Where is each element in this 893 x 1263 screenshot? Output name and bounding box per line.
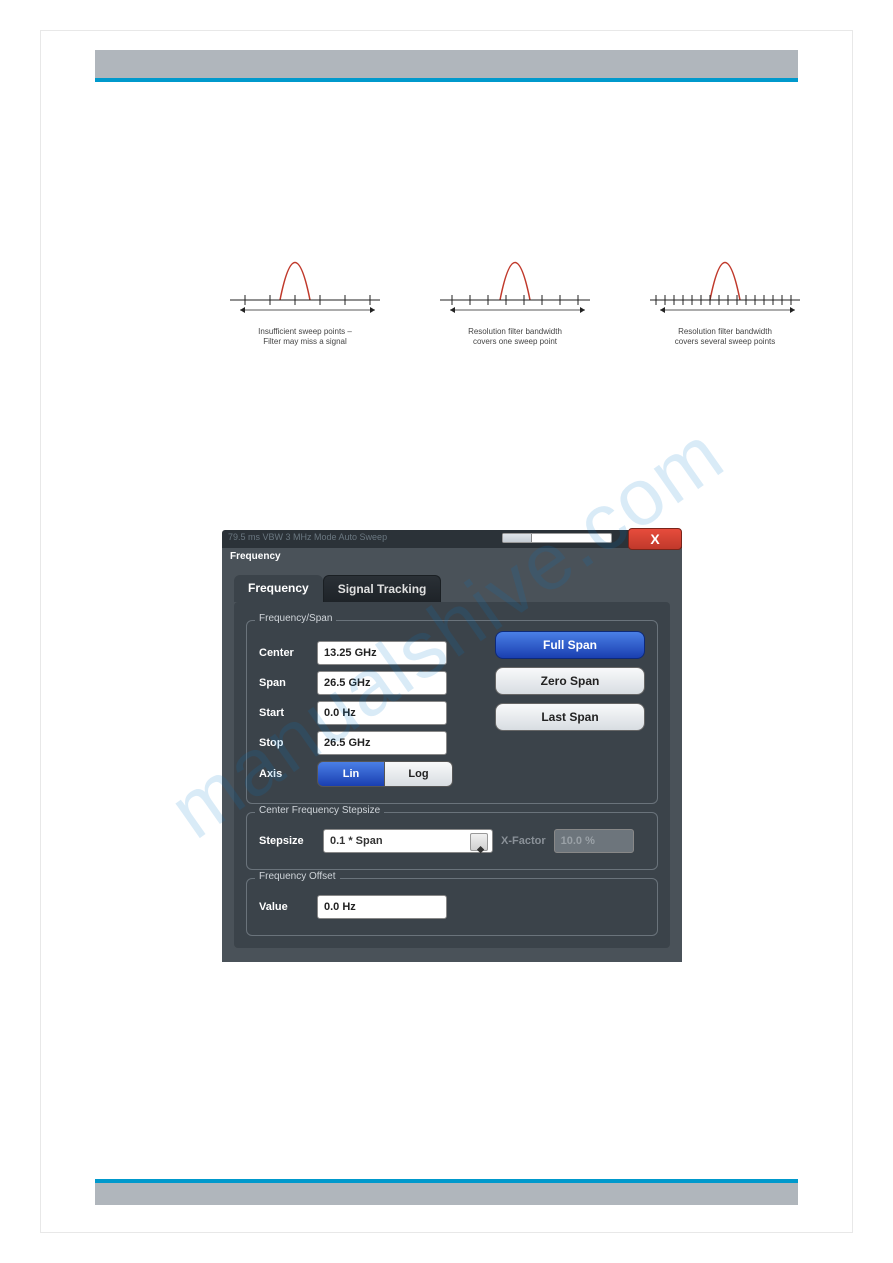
frequency-span-group: Frequency/Span Full Span Zero Span Last … bbox=[246, 620, 658, 804]
sweep-caption-2b: covers one sweep point bbox=[430, 337, 600, 347]
header-accent bbox=[95, 78, 798, 82]
zero-span-button[interactable]: Zero Span bbox=[495, 667, 645, 695]
offset-value-label: Value bbox=[259, 901, 317, 913]
stepsize-group: Center Frequency Stepsize Stepsize 0.1 *… bbox=[246, 812, 658, 870]
span-buttons-column: Full Span Zero Span Last Span bbox=[495, 631, 645, 739]
axis-log-toggle[interactable]: Log bbox=[385, 761, 453, 787]
tab-frequency[interactable]: Frequency bbox=[234, 575, 323, 602]
dialog-body: Frequency Signal Tracking Frequency/Span… bbox=[222, 565, 682, 962]
axis-lin-toggle[interactable]: Lin bbox=[317, 761, 385, 787]
sweep-caption-1b: Filter may miss a signal bbox=[220, 337, 390, 347]
span-input[interactable]: 26.5 GHz bbox=[317, 671, 447, 695]
close-button[interactable]: X bbox=[628, 528, 682, 550]
header-bar bbox=[95, 50, 798, 78]
sweep-diagram-2: Resolution filter bandwidth covers one s… bbox=[430, 245, 600, 346]
sweep-curve-icon bbox=[220, 245, 390, 325]
group-legend: Center Frequency Stepsize bbox=[255, 805, 384, 816]
span-label: Span bbox=[259, 677, 317, 689]
frequency-dialog: 79.5 ms VBW 3 MHz Mode Auto Sweep X Freq… bbox=[222, 530, 682, 962]
sweep-curve-icon bbox=[430, 245, 600, 325]
dialog-topbar: 79.5 ms VBW 3 MHz Mode Auto Sweep X bbox=[222, 530, 682, 548]
stepsize-select[interactable]: 0.1 * Span ◆ bbox=[323, 829, 493, 853]
xfactor-label: X-Factor bbox=[501, 835, 546, 847]
xfactor-input: 10.0 % bbox=[554, 829, 634, 853]
chevron-updown-icon: ◆ bbox=[477, 838, 484, 860]
sweep-diagram-3: Resolution filter bandwidth covers sever… bbox=[640, 245, 810, 346]
sweep-caption-2a: Resolution filter bandwidth bbox=[430, 327, 600, 337]
tab-bar: Frequency Signal Tracking bbox=[234, 575, 670, 602]
tab-signal-tracking[interactable]: Signal Tracking bbox=[323, 575, 442, 602]
sweep-diagram-row: Insufficient sweep points – Filter may m… bbox=[220, 245, 810, 346]
axis-toggle: Lin Log bbox=[317, 761, 453, 787]
sweep-caption-3a: Resolution filter bandwidth bbox=[640, 327, 810, 337]
group-legend: Frequency/Span bbox=[255, 613, 336, 624]
axis-label: Axis bbox=[259, 768, 317, 780]
footer-bar bbox=[95, 1183, 798, 1205]
start-input[interactable]: 0.0 Hz bbox=[317, 701, 447, 725]
dialog-scrollbar[interactable] bbox=[502, 533, 612, 543]
stop-input[interactable]: 26.5 GHz bbox=[317, 731, 447, 755]
offset-group: Frequency Offset Value 0.0 Hz bbox=[246, 878, 658, 936]
sweep-diagram-1: Insufficient sweep points – Filter may m… bbox=[220, 245, 390, 346]
stepsize-label: Stepsize bbox=[259, 835, 323, 847]
start-label: Start bbox=[259, 707, 317, 719]
status-bar-text: 79.5 ms VBW 3 MHz Mode Auto Sweep bbox=[228, 532, 387, 542]
last-span-button[interactable]: Last Span bbox=[495, 703, 645, 731]
stop-label: Stop bbox=[259, 737, 317, 749]
full-span-button[interactable]: Full Span bbox=[495, 631, 645, 659]
sweep-caption-3b: covers several sweep points bbox=[640, 337, 810, 347]
stepsize-select-value: 0.1 * Span bbox=[330, 835, 383, 847]
tab-panel: Frequency/Span Full Span Zero Span Last … bbox=[234, 602, 670, 948]
dialog-title: Frequency bbox=[222, 548, 682, 565]
offset-value-input[interactable]: 0.0 Hz bbox=[317, 895, 447, 919]
sweep-caption-1a: Insufficient sweep points – bbox=[220, 327, 390, 337]
center-label: Center bbox=[259, 647, 317, 659]
group-legend: Frequency Offset bbox=[255, 871, 340, 882]
sweep-curve-icon bbox=[640, 245, 810, 325]
center-input[interactable]: 13.25 GHz bbox=[317, 641, 447, 665]
